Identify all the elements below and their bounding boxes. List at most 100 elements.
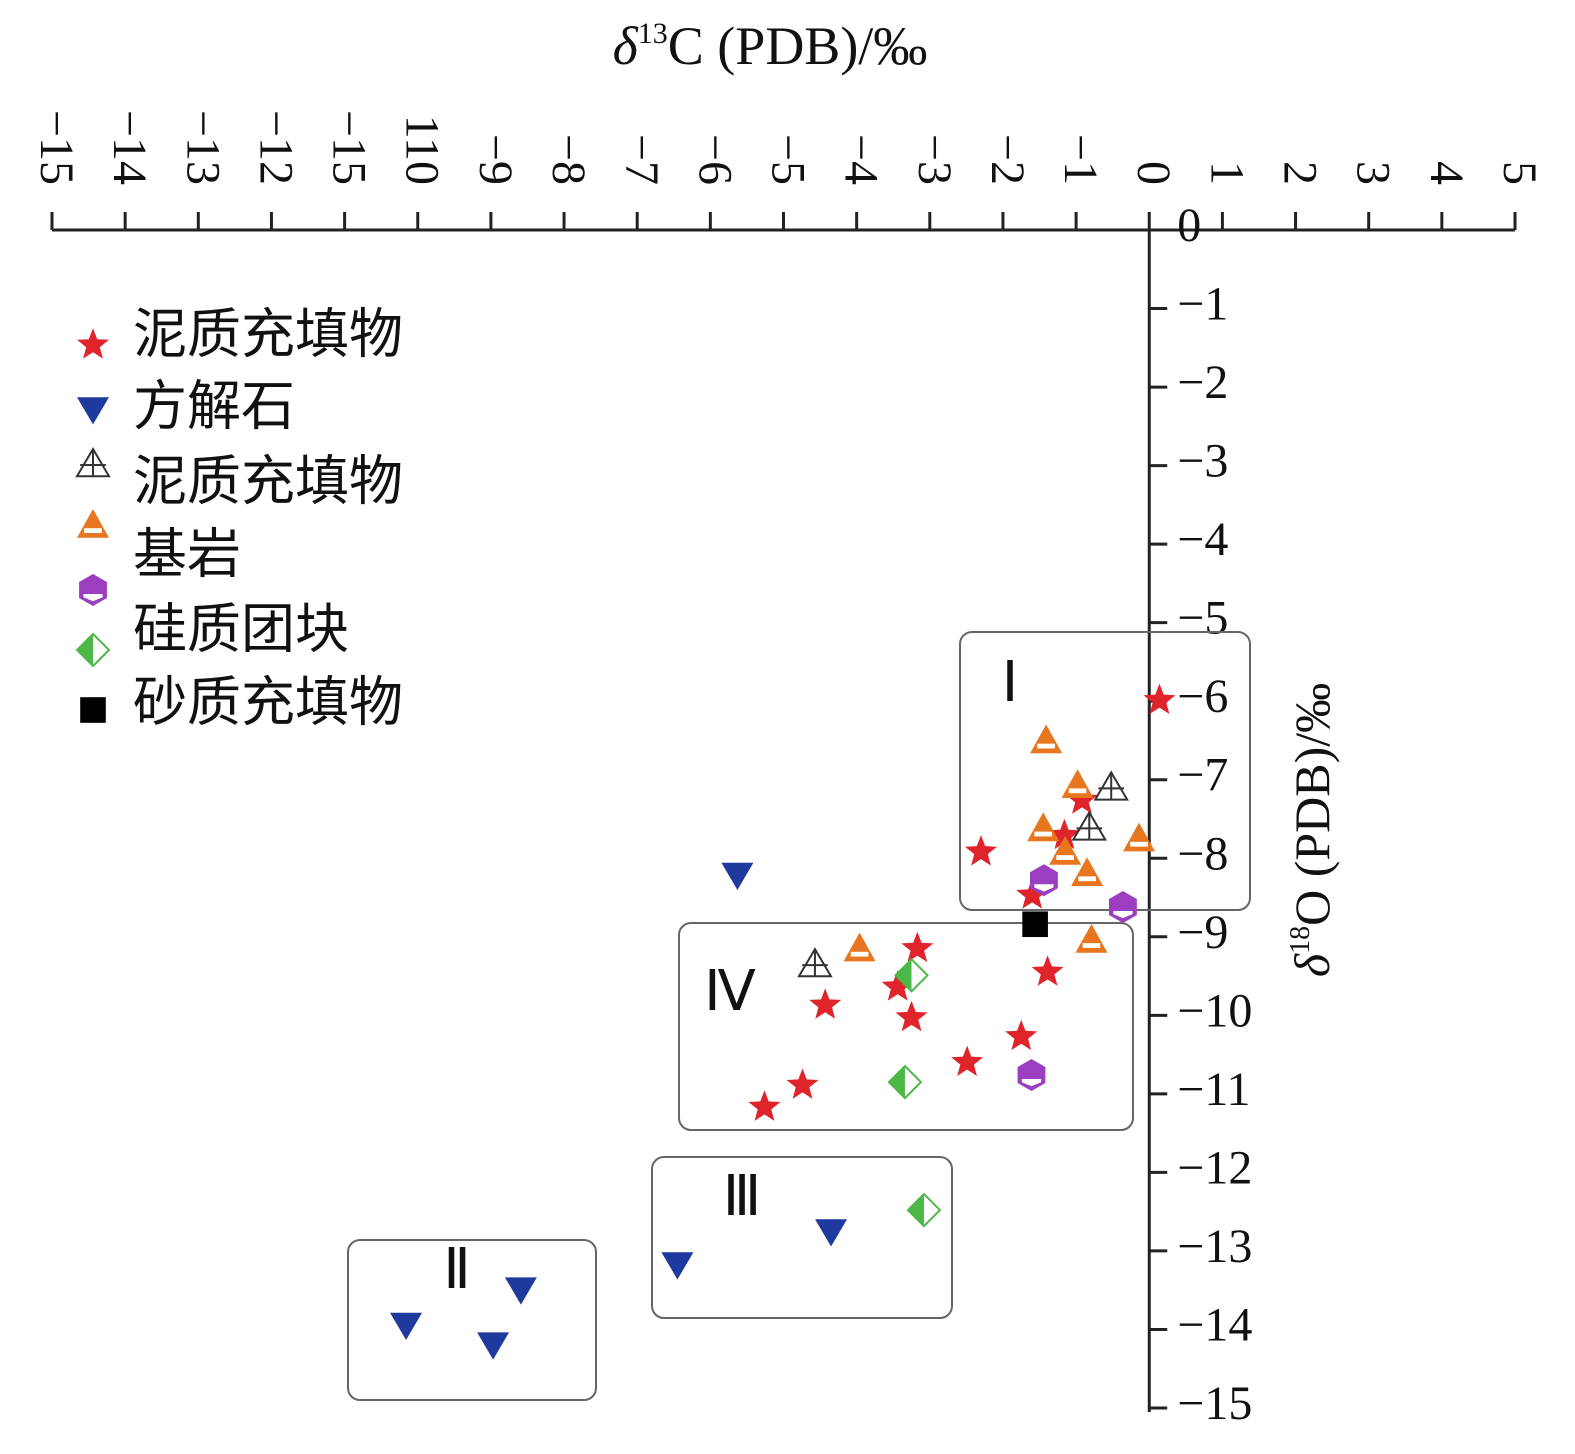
triangle-stripe (1130, 841, 1148, 847)
region-box (651, 1156, 953, 1319)
y-tick-label: −4 (1177, 513, 1228, 566)
x-tick-label: −15 (30, 110, 83, 185)
y-tick-label: −11 (1177, 1063, 1250, 1116)
y-tick-label: −13 (1177, 1220, 1252, 1273)
open-triangle-marker (797, 947, 833, 978)
point (1005, 1019, 1038, 1051)
point (1017, 1059, 1046, 1092)
star-marker (965, 835, 998, 866)
legend-label: 砂质充填物 (133, 672, 403, 732)
star-marker (901, 931, 934, 963)
point (748, 1090, 781, 1121)
hexagon-half (1021, 1079, 1042, 1087)
triangle-marker (1030, 724, 1063, 754)
diamond-half (888, 1066, 905, 1099)
x-label-part: δ (613, 16, 639, 76)
x-tick-label: −5 (761, 134, 814, 185)
x-tick-label: 5 (1493, 161, 1546, 185)
cross (1098, 772, 1125, 800)
point (1029, 864, 1058, 897)
triangle-stripe (1037, 743, 1055, 749)
legend-label: 泥质充填物 (133, 304, 403, 364)
y-tick-label: −12 (1177, 1141, 1252, 1194)
legend-label: 基岩 (133, 524, 241, 584)
star-marker (881, 970, 914, 1001)
region-label: Ⅳ (704, 961, 756, 1023)
open-triangle-marker (1071, 810, 1108, 841)
triangle-marker (1061, 769, 1094, 799)
triangle-stripe (1068, 788, 1087, 794)
y-tick-label: −6 (1177, 670, 1228, 723)
star-marker (809, 988, 842, 1019)
y-tick-label: −10 (1177, 984, 1252, 1037)
point (1031, 955, 1064, 986)
star-marker (1143, 683, 1176, 715)
legend-marker (80, 697, 106, 723)
triangle-stripe (1056, 855, 1074, 860)
point (901, 931, 934, 963)
x-tick-label: 1 (1200, 161, 1253, 185)
star-marker (1005, 1019, 1038, 1051)
triangle-marker (1027, 812, 1060, 842)
x-tick-label: 4 (1420, 161, 1473, 185)
point (809, 988, 842, 1019)
y-tick-label: −15 (1177, 1377, 1252, 1430)
point (1075, 923, 1108, 953)
down-triangle-marker (77, 397, 109, 425)
triangle-marker (1075, 923, 1108, 953)
y-tick-label: −14 (1177, 1298, 1252, 1351)
legend-marker (75, 447, 111, 478)
point (721, 862, 754, 890)
star-marker (786, 1068, 819, 1099)
y-label-part: 18 (1285, 926, 1316, 954)
legend-marker (77, 328, 109, 359)
y-tick-label: −9 (1177, 906, 1228, 959)
x-tick-label: −1 (1054, 134, 1107, 185)
region-label: Ⅱ (443, 1239, 471, 1301)
y-tick-label: −2 (1177, 356, 1228, 409)
star-marker (1065, 783, 1098, 814)
star-marker (748, 1090, 781, 1121)
point (887, 1064, 923, 1100)
down-triangle-marker (390, 1312, 423, 1340)
legend-marker (75, 632, 111, 668)
x-tick-label: −8 (542, 134, 595, 185)
star-marker (1016, 878, 1049, 909)
open-triangle-marker (1093, 770, 1129, 801)
point (894, 957, 929, 993)
x-tick-label: 0 (1127, 161, 1180, 185)
triangle-stripe (1082, 943, 1101, 948)
point (843, 932, 876, 962)
cross (1076, 812, 1103, 840)
x-axis-label: δ13C (PDB)/‰ (613, 16, 928, 76)
x-tick-label: −4 (835, 134, 888, 185)
diamond-half (895, 959, 912, 992)
legend-label: 硅质团块 (133, 599, 349, 659)
legend-marker (79, 574, 107, 606)
point (1030, 724, 1063, 754)
point (786, 1068, 819, 1099)
point (1143, 683, 1176, 715)
x-tick-label: −12 (249, 110, 302, 185)
hexagon-half (83, 594, 103, 602)
square-marker (80, 697, 106, 723)
point (1016, 878, 1049, 909)
x-tick-label: −14 (103, 110, 156, 185)
y-tick-label: −1 (1177, 278, 1228, 331)
legend-label: 泥质充填物 (133, 451, 403, 511)
diamond-half (907, 1194, 924, 1227)
point (895, 1000, 928, 1032)
y-label-part: δ (1284, 953, 1340, 977)
point (906, 1192, 942, 1228)
legend-marker (77, 397, 109, 425)
x-tick-label: −2 (981, 134, 1034, 185)
y-tick-label: 0 (1177, 199, 1201, 252)
hexagon-half (1034, 884, 1054, 892)
down-triangle-marker (477, 1332, 510, 1360)
x-tick-label: −7 (615, 134, 668, 185)
y-label-part: O (PDB)/‰ (1284, 683, 1340, 926)
star-marker (77, 328, 109, 359)
point (1065, 783, 1098, 814)
diamond-half (77, 634, 93, 666)
